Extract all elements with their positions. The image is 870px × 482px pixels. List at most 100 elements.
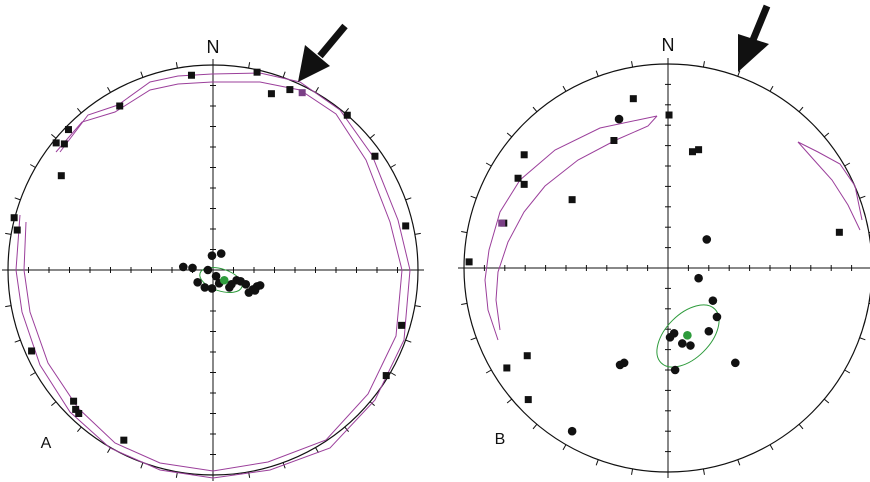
square-pole: [187, 71, 195, 79]
rim-tick: [140, 71, 144, 78]
circle-pole: [694, 273, 703, 283]
north-label: N: [207, 37, 220, 57]
panel-label: B: [495, 431, 506, 448]
rim-tick: [506, 398, 513, 404]
rim-tick: [562, 85, 567, 92]
square-pole: [13, 226, 21, 234]
circle-pole: [227, 280, 236, 289]
rim-tick: [315, 87, 319, 93]
square-pole: [503, 364, 511, 372]
rim-tick: [461, 302, 468, 305]
circle-pole: [567, 426, 577, 436]
circle-pole: [193, 278, 202, 287]
square-pole: [398, 321, 406, 329]
square-pole: [695, 146, 703, 154]
rim-tick: [414, 232, 421, 235]
square-pole: [52, 139, 60, 147]
rim-tick: [390, 372, 396, 376]
square-pole: [286, 86, 294, 94]
circle-pole: [216, 249, 226, 258]
rim-tick: [369, 401, 375, 407]
circle-pole: [708, 296, 718, 305]
rim-tick: [414, 305, 421, 308]
rim-tick: [107, 87, 111, 93]
rim-tick: [405, 339, 412, 343]
square-pole: [64, 126, 72, 134]
square-pole: [835, 228, 843, 236]
confidence-ellipse: [199, 267, 243, 293]
rim-tick: [14, 339, 21, 343]
mean-pole: [683, 331, 692, 340]
square-pole: [57, 172, 65, 180]
circle-pole: [178, 262, 188, 272]
rim-tick: [51, 401, 57, 407]
circle-pole: [241, 280, 251, 289]
rim-tick: [859, 337, 866, 341]
circle-pole: [203, 265, 213, 275]
circle-pole: [704, 326, 714, 336]
square-pole: [665, 111, 673, 119]
data-points: [465, 95, 843, 436]
rim-tick: [798, 423, 804, 430]
stereonet-a: N A: [2, 37, 424, 481]
circle-pole: [188, 263, 197, 273]
circle-pole: [244, 288, 254, 297]
rim-tick: [5, 305, 12, 308]
rim-ticks: [2, 59, 424, 481]
circle-pole: [614, 114, 624, 124]
square-pole: [10, 214, 18, 222]
rim-tick: [30, 372, 36, 376]
square-pole: [75, 410, 83, 417]
rim-tick: [844, 162, 851, 167]
circle-pole: [670, 365, 680, 375]
data-points: [10, 68, 410, 444]
square-pole: [253, 68, 261, 76]
arrow-marker-b: [738, 4, 771, 72]
confidence-ellipse: [656, 304, 720, 368]
arrow-marker-a: [298, 23, 348, 82]
rim-tick: [175, 62, 178, 69]
rim-tick: [51, 133, 57, 139]
rim-tick: [315, 447, 319, 453]
rim-tick: [823, 132, 830, 138]
rim-tick: [737, 459, 741, 466]
rim-tick: [470, 337, 477, 341]
square-pole: [28, 347, 36, 355]
square-pole: [520, 151, 528, 159]
rim-tick: [702, 61, 705, 68]
panel-label: A: [41, 435, 52, 452]
circle-pole: [677, 339, 687, 348]
square-pole: [116, 102, 124, 110]
circle-pole: [686, 341, 695, 350]
square-pole: [524, 396, 532, 404]
rim-tick: [631, 468, 634, 475]
rim-tick: [30, 164, 36, 168]
mean-pole: [219, 275, 229, 285]
square-pole: [514, 174, 522, 182]
rim-tick: [76, 108, 82, 114]
rim-tick: [631, 61, 634, 68]
square-pole: [688, 148, 696, 156]
rim-tick: [595, 459, 599, 466]
rim-tick: [769, 444, 774, 451]
rim-tick: [823, 398, 830, 404]
rim-tick: [532, 423, 538, 430]
rim-tick: [248, 62, 251, 69]
rim-tick: [405, 197, 412, 201]
square-pole: [120, 436, 128, 444]
square-pole: [520, 180, 528, 188]
rim-tick: [595, 70, 599, 77]
north-label: N: [662, 35, 675, 55]
square-pole: [267, 90, 275, 98]
rim-tick: [282, 71, 286, 78]
rim-ticks: [458, 58, 870, 478]
rim-tick: [390, 164, 396, 168]
rim-tick: [485, 369, 492, 374]
rim-tick: [506, 132, 513, 138]
square-pole: [343, 111, 351, 119]
rim-tick: [798, 106, 804, 113]
circle-pole: [200, 283, 210, 292]
highlighted-pole: [498, 219, 506, 227]
square-pole: [610, 137, 618, 144]
